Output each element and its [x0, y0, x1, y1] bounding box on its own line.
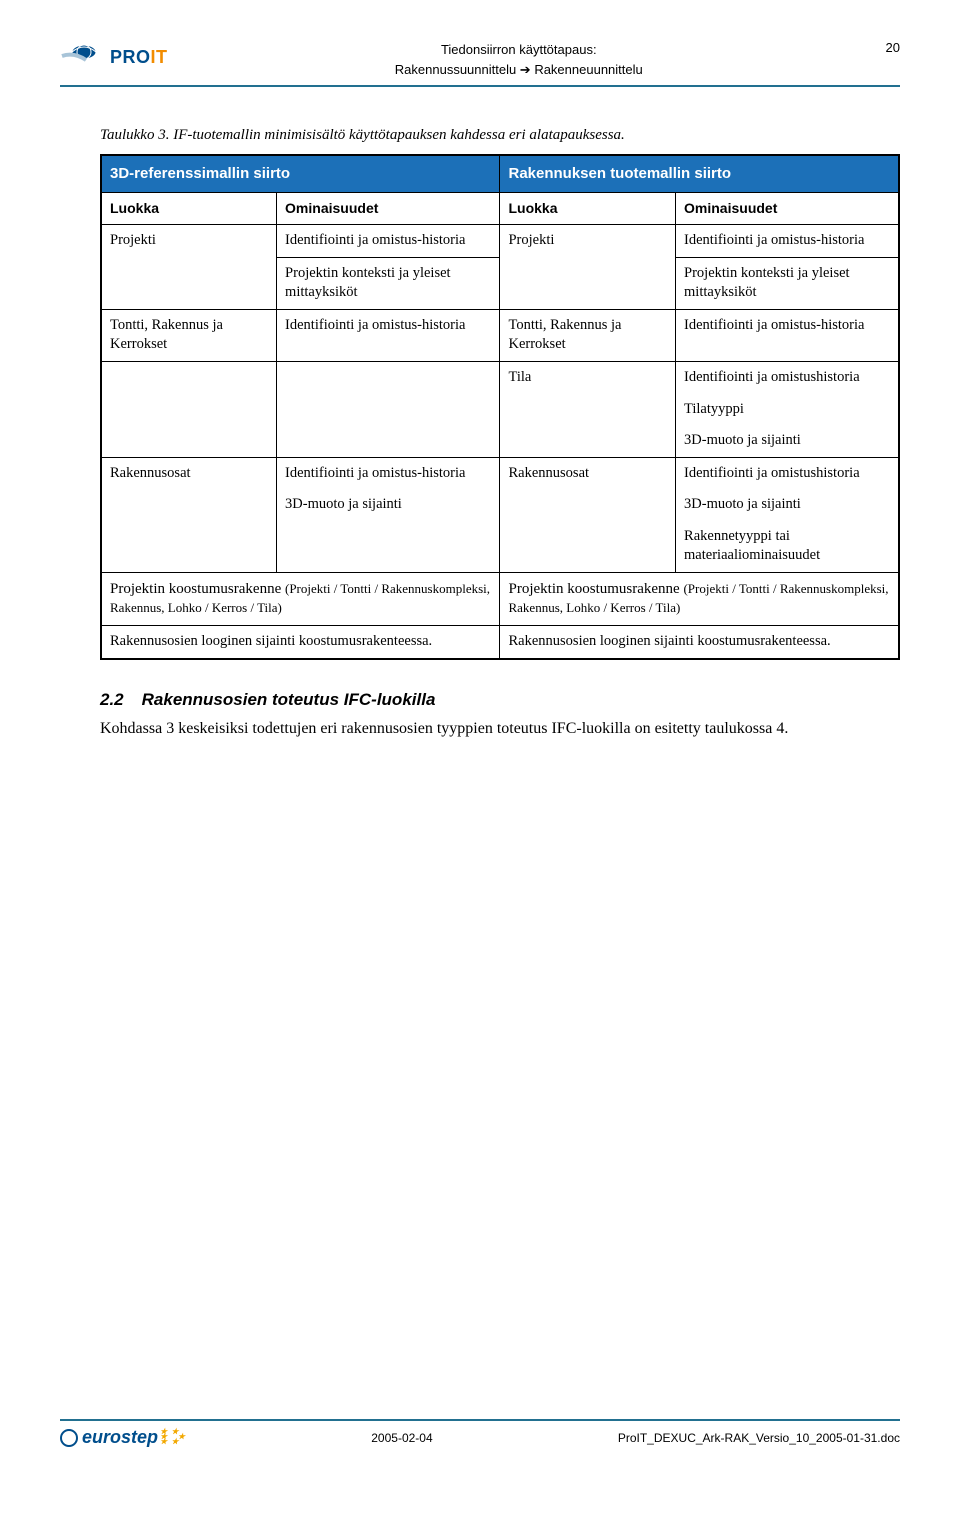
cell-r4c1: Rakennusosat — [101, 457, 277, 572]
col-omin-r: Ominaisuudet — [676, 193, 899, 225]
table-row: Projekti Identifiointi ja omistus-histor… — [101, 225, 899, 258]
section-heading: 2.2 Rakennusosien toteutus IFC-luokilla — [100, 690, 900, 710]
cell-r2c3: Tontti, Rakennus ja Kerrokset — [500, 309, 676, 361]
globe-icon — [60, 40, 104, 74]
title-right: Rakennuksen tuotemallin siirto — [500, 155, 899, 193]
stars-icon: ★ ★★ ★★ ★ — [160, 1430, 186, 1444]
section-title: Rakennusosien toteutus IFC-luokilla — [142, 690, 436, 709]
cell-empty-l2 — [277, 361, 500, 457]
brand-it: IT — [151, 47, 168, 67]
table-row: Rakennusosien looginen sijainti koostumu… — [101, 626, 899, 659]
cell-tila: Tila — [500, 361, 676, 457]
cell-r2c1: Tontti, Rakennus ja Kerrokset — [101, 309, 277, 361]
cell-r6left: Rakennusosien looginen sijainti koostumu… — [101, 626, 500, 659]
cell-r2c4: Identifiointi ja omistus-historia — [676, 309, 899, 361]
table-row: Projektin koostumusrakenne (Projekti / T… — [101, 572, 899, 625]
header-title-line2: Rakennussuunnittelu ➔ Rakenneuunnittelu — [168, 60, 870, 80]
cell-r4c2a: Identifiointi ja omistus-historia — [277, 457, 500, 489]
cell-r1c4a: Identifiointi ja omistus-historia — [676, 225, 899, 258]
header-title-line1: Tiedonsiirron käyttötapaus: — [168, 40, 870, 60]
col-luokka-r: Luokka — [500, 193, 676, 225]
cell-r4c3: Rakennusosat — [500, 457, 676, 572]
title-left: 3D-referenssimallin siirto — [101, 155, 500, 193]
footer-brand: eurostep — [82, 1427, 158, 1448]
cell-r5left: Projektin koostumusrakenne (Projekti / T… — [101, 572, 500, 625]
cell-r4c4b: 3D-muoto ja sijainti — [676, 489, 899, 521]
cell-r1c2b: Projektin konteksti ja yleiset mittayksi… — [277, 257, 500, 309]
footer-filename: ProIT_DEXUC_Ark-RAK_Versio_10_2005-01-31… — [618, 1431, 900, 1445]
brand-text: PROIT — [110, 47, 168, 68]
eurostep-icon — [60, 1429, 78, 1447]
cell-r2c2: Identifiointi ja omistus-historia — [277, 309, 500, 361]
table-caption: Taulukko 3. IF-tuotemallin minimisisältö… — [100, 127, 900, 144]
section-body: Kohdassa 3 keskeisiksi todettujen eri ra… — [100, 718, 900, 740]
col-luokka-l: Luokka — [101, 193, 277, 225]
r5right-a: Projektin koostumusrakenne — [508, 581, 683, 597]
r5left-a: Projektin koostumusrakenne — [110, 581, 285, 597]
cell-projekti-l: Projekti — [101, 225, 277, 310]
cell-r1c2a: Identifiointi ja omistus-historia — [277, 225, 500, 258]
cell-r3c4b: Tilatyyppi — [676, 394, 899, 426]
comparison-table: 3D-referenssimallin siirto Rakennuksen t… — [100, 154, 900, 660]
table-row: Rakennusosat Identifiointi ja omistus-hi… — [101, 457, 899, 489]
page-footer: eurostep ★ ★★ ★★ ★ 2005-02-04 ProIT_DEXU… — [60, 1419, 900, 1448]
cell-r4c2b: 3D-muoto ja sijainti — [277, 489, 500, 572]
table-row: Tila Identifiointi ja omistushistoria — [101, 361, 899, 393]
page-header: PROIT Tiedonsiirron käyttötapaus: Rakenn… — [60, 40, 900, 87]
section-number: 2.2 — [100, 690, 124, 709]
header-title: Tiedonsiirron käyttötapaus: Rakennussuun… — [168, 40, 870, 79]
cell-r5right: Projektin koostumusrakenne (Projekti / T… — [500, 572, 899, 625]
cell-r4c4c: Rakennetyyppi tai materiaaliominaisuudet — [676, 521, 899, 573]
table-title-row: 3D-referenssimallin siirto Rakennuksen t… — [101, 155, 899, 193]
footer-date: 2005-02-04 — [371, 1431, 432, 1445]
footer-logo: eurostep ★ ★★ ★★ ★ — [60, 1427, 186, 1448]
cell-r3c4c: 3D-muoto ja sijainti — [676, 425, 899, 457]
cell-empty-l — [101, 361, 277, 457]
cell-r6right: Rakennusosien looginen sijainti koostumu… — [500, 626, 899, 659]
cell-r1c4b: Projektin konteksti ja yleiset mittayksi… — [676, 257, 899, 309]
table-row: Tontti, Rakennus ja Kerrokset Identifioi… — [101, 309, 899, 361]
cell-r4c4a: Identifiointi ja omistushistoria — [676, 457, 899, 489]
page-number: 20 — [870, 40, 900, 55]
brand-logo: PROIT — [60, 40, 168, 74]
brand-pro: PRO — [110, 47, 151, 67]
cell-r3c4a: Identifiointi ja omistushistoria — [676, 361, 899, 393]
col-omin-l: Ominaisuudet — [277, 193, 500, 225]
cell-projekti-r: Projekti — [500, 225, 676, 310]
table-header-row: Luokka Ominaisuudet Luokka Ominaisuudet — [101, 193, 899, 225]
